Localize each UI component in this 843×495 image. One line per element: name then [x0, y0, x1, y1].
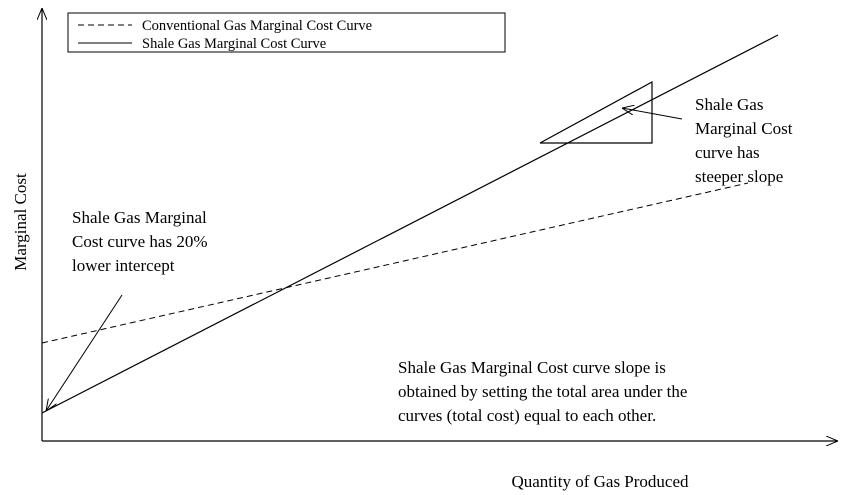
- legend-label: Shale Gas Marginal Cost Curve: [142, 36, 326, 52]
- slope-arrow: [622, 108, 683, 120]
- annotation-line: curve has: [695, 143, 760, 162]
- x-axis-label: Quantity of Gas Produced: [511, 472, 689, 491]
- legend-box: [67, 12, 506, 53]
- annotation-line: Marginal Cost: [695, 119, 793, 138]
- slope-triangle: [539, 80, 653, 144]
- annotation-line: obtained by setting the total area under…: [398, 382, 687, 401]
- annotation-line: curves (total cost) equal to each other.: [398, 406, 656, 425]
- annotation-line: Shale Gas Marginal Cost curve slope is: [398, 358, 666, 377]
- conventional-curve: [41, 182, 749, 344]
- shale-curve: [41, 34, 779, 414]
- legend-label: Conventional Gas Marginal Cost Curve: [142, 18, 372, 34]
- y-axis-label: Marginal Cost: [11, 173, 30, 271]
- intercept-arrow: [46, 294, 123, 411]
- annotation-line: lower intercept: [72, 256, 175, 275]
- annotation-line: steeper slope: [695, 167, 783, 186]
- annotation-line: Cost curve has 20%: [72, 232, 208, 251]
- annotation-line: Shale Gas: [695, 95, 763, 114]
- annotations: Shale Gas Marginal Cost curve has steeper s…: [72, 95, 793, 425]
- annotation-line: Shale Gas Marginal: [72, 208, 207, 227]
